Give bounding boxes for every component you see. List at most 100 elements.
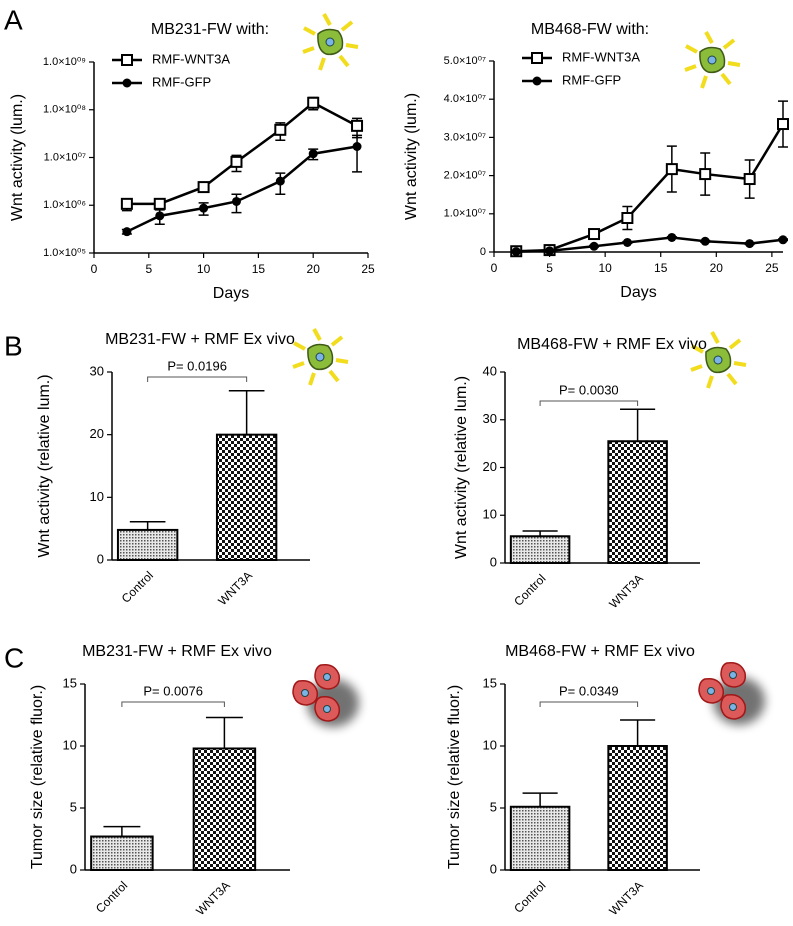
x-axis-label: Days [213,285,249,302]
y-axis-label: Wnt activity (lum.) [9,94,26,221]
series-line [516,236,784,253]
x-tick-label: Control [119,568,156,605]
y-axis-label: Tumor size (relative fluor.) [446,685,463,869]
y-tick-label: 1.0×10⁰⁸ [43,104,86,116]
point [621,212,634,225]
y-tick-label: 1.0×10⁰⁶ [43,199,86,211]
x-tick-label: Control [511,571,548,608]
bar [509,805,571,872]
x-tick-label: 25 [361,262,375,276]
point [588,228,601,241]
x-tick-label: WNT3A [606,571,646,611]
point [589,241,599,251]
point [120,197,133,210]
legend-marker [532,76,542,86]
legend-marker [531,52,543,64]
point [307,96,320,109]
x-tick-label: 10 [197,262,211,276]
y-tick-label: 1.0×10⁰⁵ [43,247,86,259]
point [275,176,285,186]
y-axis-label: Wnt activity (relative lum.) [36,374,53,557]
cell-icon [291,327,350,387]
legend-label: RMF-WNT3A [562,49,640,64]
point [231,196,241,206]
point [274,123,287,136]
chart-title: MB231-FW + RMF Ex vivo [82,643,272,660]
point [700,236,710,246]
significance-bracket [121,701,225,707]
y-tick-label: 1.0×10⁰⁷ [44,151,86,163]
cell-icon [683,30,742,90]
x-tick-label: WNT3A [215,568,255,608]
y-tick-label: 1.0×10⁰⁷ [444,208,486,220]
error-bar [228,390,265,435]
point [230,155,243,168]
y-tick-label: 0 [97,551,104,566]
point [665,163,678,176]
y-axis-label: Wnt activity (lum.) [403,93,420,220]
point [197,181,210,194]
panel-label: A [4,4,23,35]
y-axis-label: Wnt activity (relative lum.) [453,376,470,559]
x-tick-label: 0 [91,262,98,276]
chart-title: MB468-FW + RMF Ex vivo [517,336,707,353]
p-value: P= 0.0076 [143,683,203,698]
x-tick-label: 15 [252,262,266,276]
y-tick-label: 30 [483,411,497,426]
bar [509,535,571,565]
p-value: P= 0.0196 [167,358,227,373]
y-tick-label: 0 [490,554,497,569]
bar [607,440,668,564]
y-tick-label: 1.0×10⁰⁹ [43,56,86,68]
point [743,173,756,186]
point [778,235,788,245]
significance-bracket [539,701,639,707]
point [745,239,755,249]
bar [607,745,668,871]
y-tick-label: 5 [490,799,497,814]
error-bar [129,521,166,530]
point [199,203,209,213]
cell-icon [301,12,360,72]
point [153,197,166,210]
y-tick-label: 5.0×10⁰⁷ [444,55,486,67]
chart-title: MB231-FW with: [151,21,269,38]
x-tick-label: WNT3A [606,878,646,918]
error-bar [205,716,243,749]
tumor-icon [293,665,359,727]
error-bar [352,134,363,173]
panel-label: C [4,642,24,673]
legend-label: RMF-WNT3A [152,51,230,66]
error-bar [620,408,656,442]
x-tick-label: 25 [765,261,779,275]
y-tick-label: 0 [480,246,486,258]
error-bar [522,792,558,807]
significance-bracket [147,376,248,382]
x-tick-label: 5 [145,262,152,276]
x-tick-label: 5 [546,261,553,275]
point [122,227,132,237]
bar [192,747,257,871]
bar [116,528,179,561]
point [545,246,555,256]
p-value: P= 0.0349 [559,683,619,698]
x-tick-label: 15 [654,261,668,275]
legend-label: RMF-GFP [562,72,621,87]
y-tick-label: 2.0×10⁰⁷ [444,170,486,182]
point [667,232,677,242]
panel-label: B [4,330,23,361]
significance-bracket [539,400,639,406]
y-tick-label: 4.0×10⁰⁷ [444,93,486,105]
x-tick-label: Control [93,878,130,915]
point [155,211,165,221]
y-tick-label: 10 [63,737,77,752]
y-tick-label: 0 [490,861,497,876]
x-tick-label: WNT3A [193,878,233,918]
y-tick-label: 40 [483,363,497,378]
chart-title: MB468-FW + RMF Ex vivo [505,643,695,660]
point [351,119,364,132]
y-tick-label: 10 [90,489,104,504]
tumor-icon [699,663,765,725]
y-tick-label: 20 [483,459,497,474]
y-tick-label: 15 [63,675,77,690]
